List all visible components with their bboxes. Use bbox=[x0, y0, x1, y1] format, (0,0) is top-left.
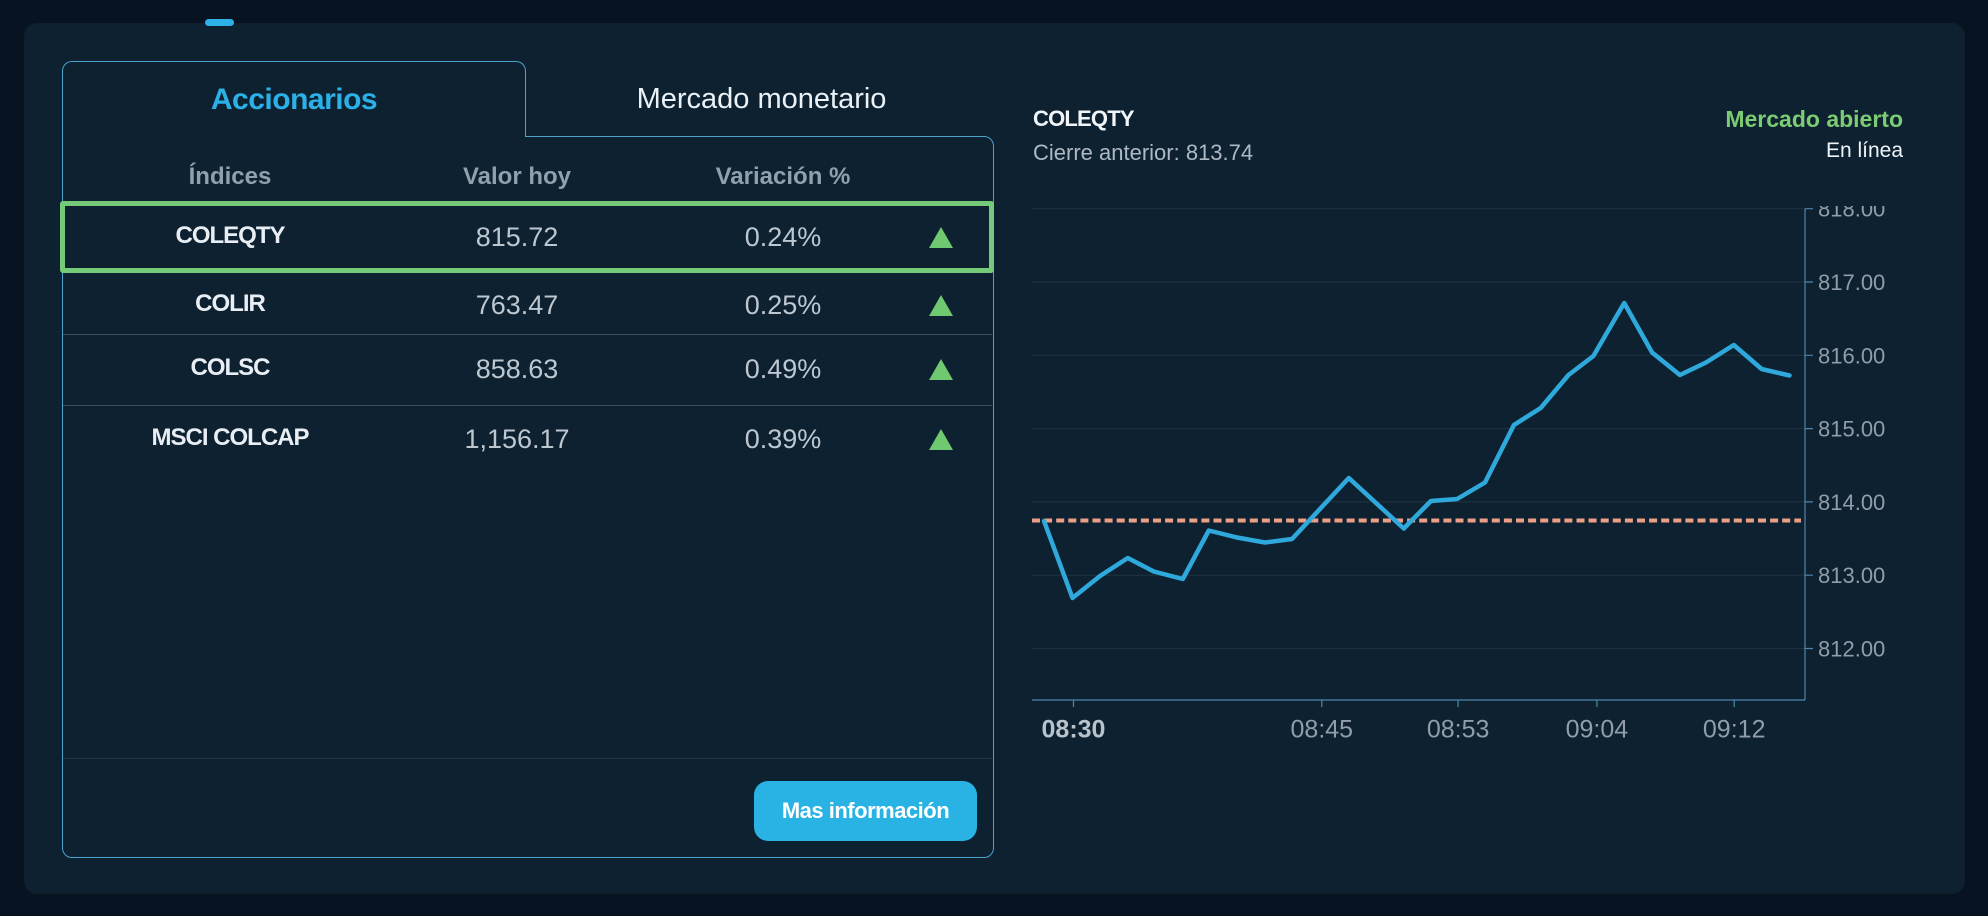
svg-text:08:53: 08:53 bbox=[1427, 716, 1490, 744]
svg-text:817.00: 817.00 bbox=[1818, 270, 1885, 295]
svg-text:818.00: 818.00 bbox=[1818, 206, 1885, 222]
svg-text:08:30: 08:30 bbox=[1042, 716, 1106, 744]
svg-text:813.00: 813.00 bbox=[1818, 563, 1885, 588]
svg-text:814.00: 814.00 bbox=[1818, 490, 1885, 515]
svg-text:08:45: 08:45 bbox=[1291, 716, 1354, 744]
svg-text:815.00: 815.00 bbox=[1818, 417, 1885, 442]
svg-text:816.00: 816.00 bbox=[1818, 343, 1885, 368]
svg-text:09:12: 09:12 bbox=[1703, 716, 1766, 744]
svg-text:812.00: 812.00 bbox=[1818, 637, 1885, 662]
svg-text:09:04: 09:04 bbox=[1566, 716, 1629, 744]
